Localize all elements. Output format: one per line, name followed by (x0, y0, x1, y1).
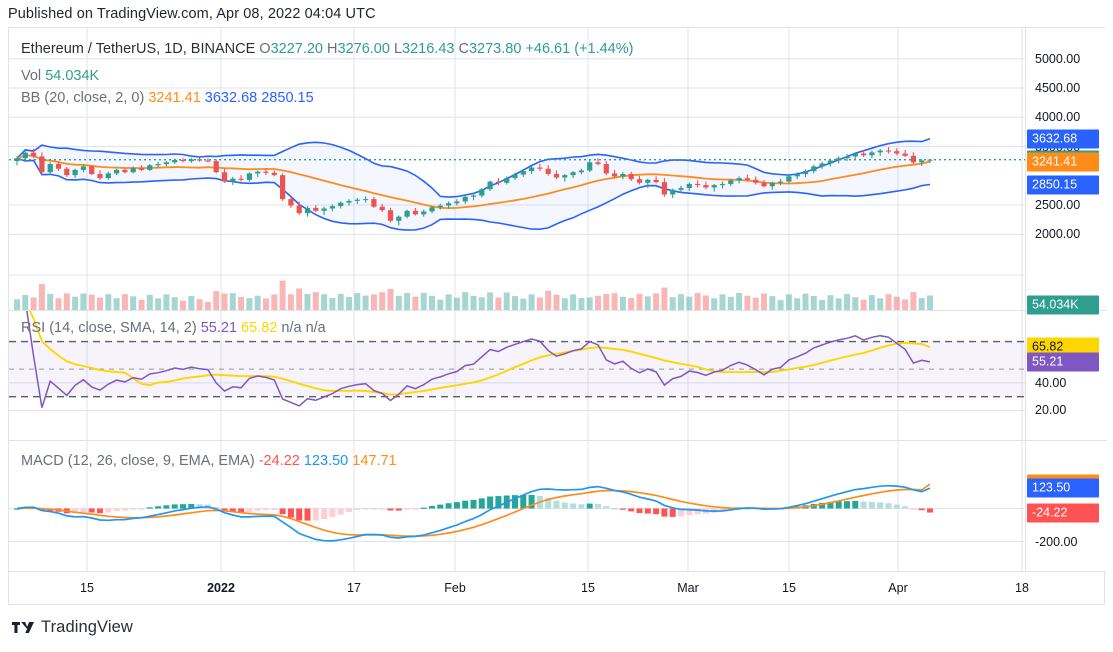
macd-line-tag[interactable]: 123.50 (1027, 478, 1099, 498)
axis-tick-label: -200.00 (1035, 534, 1078, 549)
volume-tag[interactable]: 54.034K (1027, 295, 1099, 315)
tradingview-logo-icon (12, 620, 34, 635)
bb-upper-tag[interactable]: 3632.68 (1027, 129, 1099, 149)
chart-frame: Ethereum / TetherUS, 1D, BINANCE O3227.2… (8, 27, 1107, 605)
time-axis-label: 17 (347, 581, 361, 595)
time-axis-label: 15 (80, 581, 94, 595)
price-scale[interactable]: 5000.004500.004000.003500.002500.002000.… (1025, 28, 1107, 571)
axis-tick-label: 40.00 (1035, 375, 1067, 390)
pane-separator-3 (9, 571, 1106, 572)
bb-lower-tag[interactable]: 2850.15 (1027, 175, 1099, 194)
rsi-pane[interactable]: RSI (14, close, SMA, 14, 2) 55.21 65.82 … (9, 311, 1025, 440)
time-axis-label: 18 (1015, 581, 1029, 595)
time-axis-label: Apr (888, 581, 908, 595)
macd-plot (9, 441, 1025, 571)
rsi-sma-tag[interactable]: 65.82 (1027, 337, 1099, 357)
time-axis[interactable]: 15 2022 17 Feb 15 Mar 15 Apr 18 (9, 572, 1106, 605)
bb-basis-tag[interactable]: 3241.41 (1027, 152, 1099, 172)
macd-hist-tag[interactable]: -24.22 (1027, 503, 1099, 523)
time-axis-label: Mar (677, 581, 699, 595)
price-candlestick-plot (9, 28, 1025, 310)
axis-tick-label: 2000.00 (1035, 227, 1081, 242)
macd-pane[interactable]: MACD (12, 26, close, 9, EMA, EMA) -24.22… (9, 441, 1025, 571)
pane-separator-2 (9, 440, 1025, 441)
rsi-plot (9, 311, 1025, 440)
time-axis-label: 15 (782, 581, 796, 595)
price-pane[interactable]: Ethereum / TetherUS, 1D, BINANCE O3227.2… (9, 28, 1025, 310)
axis-tick-label: 2500.00 (1035, 197, 1081, 212)
axis-tick-label: 5000.00 (1035, 51, 1081, 66)
scale-separator (1026, 440, 1107, 441)
published-caption: Published on TradingView.com, Apr 08, 20… (8, 6, 376, 22)
time-axis-label: Feb (444, 581, 466, 595)
time-axis-label: 2022 (207, 581, 235, 595)
axis-tick-label: 4500.00 (1035, 81, 1081, 95)
axis-tick-label: 4000.00 (1035, 110, 1081, 125)
tradingview-wordmark: TradingView (41, 618, 133, 636)
axis-tick-label: 20.00 (1035, 403, 1067, 418)
pane-separator-1 (9, 310, 1025, 311)
tradingview-branding: TradingView (12, 618, 133, 637)
time-axis-label: 15 (581, 581, 595, 595)
rsi-value-tag[interactable]: 55.21 (1027, 352, 1099, 372)
